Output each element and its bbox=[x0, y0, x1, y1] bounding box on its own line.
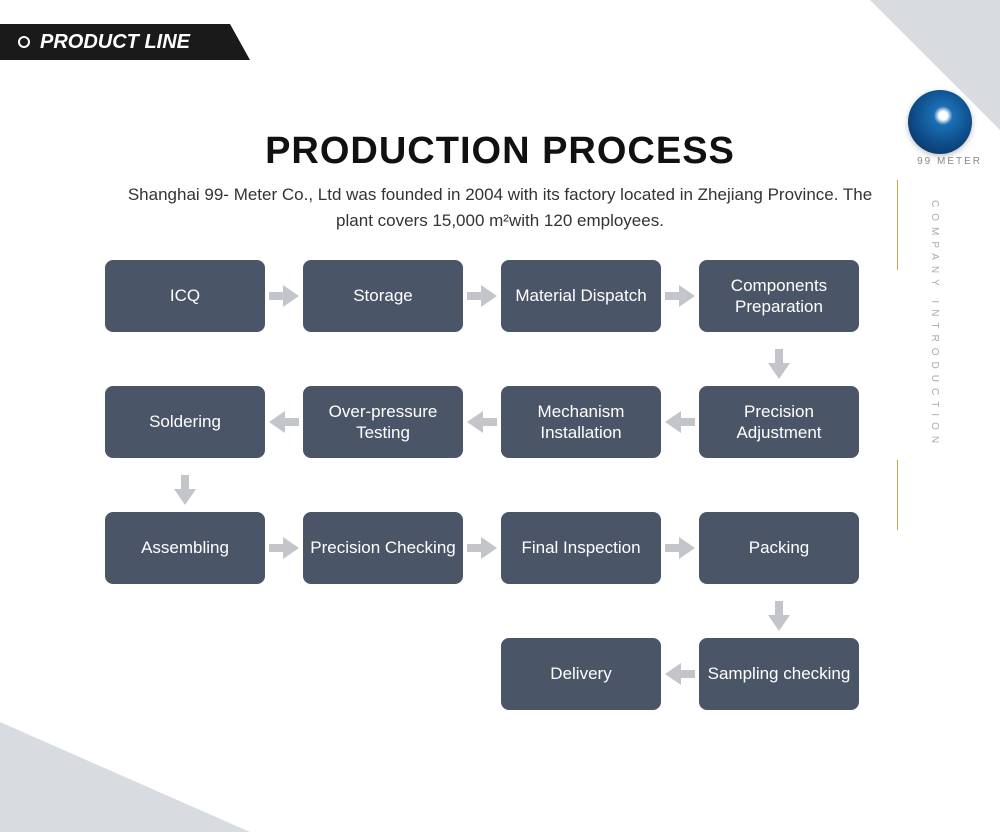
arrow-right-icon bbox=[661, 535, 699, 561]
flow-node: Packing bbox=[699, 512, 859, 584]
flow-node bbox=[303, 638, 463, 710]
flow-node: Mechanism Installation bbox=[501, 386, 661, 458]
flow-node: Sampling checking bbox=[699, 638, 859, 710]
arrow-down-icon bbox=[699, 349, 859, 379]
flow-node: Components Preparation bbox=[699, 260, 859, 332]
flow-vertical-connector bbox=[105, 594, 895, 638]
flow-node: Storage bbox=[303, 260, 463, 332]
page-title: PRODUCTION PROCESS bbox=[0, 130, 1000, 173]
flow-node: Final Inspection bbox=[501, 512, 661, 584]
arrow-down-icon bbox=[105, 475, 265, 505]
flow-node: Over-pressure Testing bbox=[303, 386, 463, 458]
flow-node: Material Dispatch bbox=[501, 260, 661, 332]
arrow-left-icon bbox=[661, 409, 699, 435]
bottom-decoration bbox=[0, 722, 250, 832]
flow-row: Soldering Over-pressure Testing Mechanism … bbox=[105, 386, 895, 458]
bullet-icon bbox=[18, 36, 30, 48]
flow-row: Assembling Precision Checking Final Inspec… bbox=[105, 512, 895, 584]
flow-node: Precision Adjustment bbox=[699, 386, 859, 458]
flow-vertical-connector bbox=[105, 342, 895, 386]
arrow-down-icon bbox=[699, 601, 859, 631]
flow-node: Delivery bbox=[501, 638, 661, 710]
flow-node: Soldering bbox=[105, 386, 265, 458]
gold-accent-line bbox=[897, 460, 898, 530]
side-vertical-text: COMPANY INTRODUCTION bbox=[929, 200, 940, 449]
arrow-right-icon bbox=[463, 535, 501, 561]
gold-accent-line bbox=[897, 180, 898, 270]
flow-node bbox=[105, 638, 265, 710]
page-subtitle: Shanghai 99- Meter Co., Ltd was founded … bbox=[120, 182, 880, 233]
arrow-left-icon bbox=[463, 409, 501, 435]
arrow-left-icon bbox=[661, 661, 699, 687]
flow-row: ICQ Storage Material Dispatch Components Pr… bbox=[105, 260, 895, 332]
flowchart: ICQ Storage Material Dispatch Components Pr… bbox=[105, 260, 895, 720]
flow-row: Delivery Sampling checking bbox=[105, 638, 895, 710]
arrow-right-icon bbox=[661, 283, 699, 309]
arrow-left-icon bbox=[265, 409, 303, 435]
flow-node: Precision Checking bbox=[303, 512, 463, 584]
flow-node: ICQ bbox=[105, 260, 265, 332]
header-bar: PRODUCT LINE bbox=[0, 24, 250, 60]
arrow-right-icon bbox=[463, 283, 501, 309]
flow-node: Assembling bbox=[105, 512, 265, 584]
arrow-right-icon bbox=[265, 535, 303, 561]
arrow-right-icon bbox=[265, 283, 303, 309]
flow-vertical-connector bbox=[105, 468, 895, 512]
header-label: PRODUCT LINE bbox=[40, 31, 190, 54]
